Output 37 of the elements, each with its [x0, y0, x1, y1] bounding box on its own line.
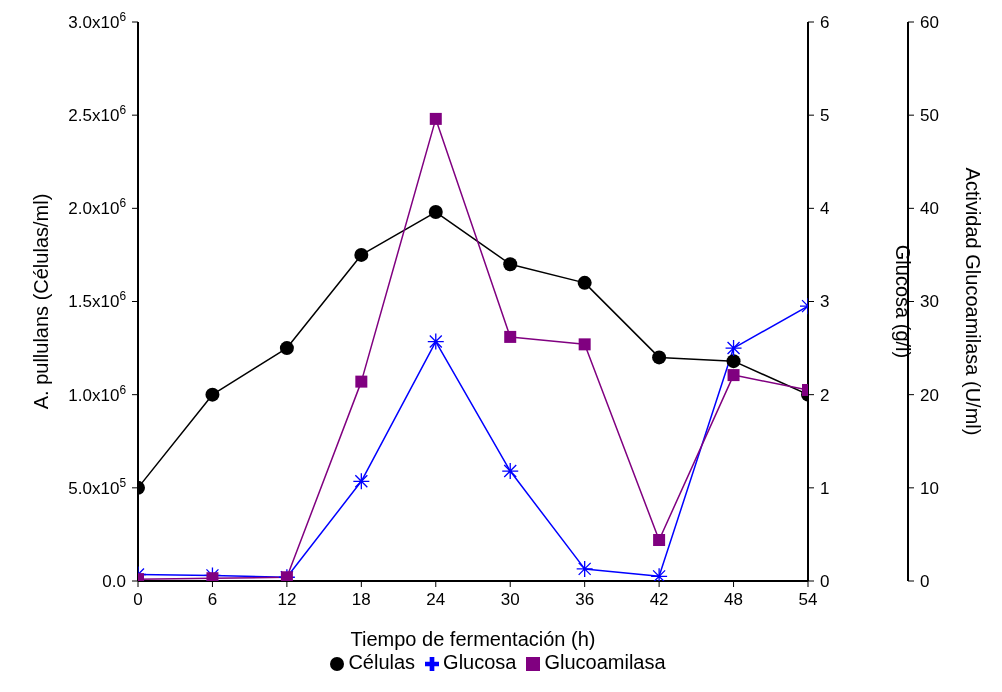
legend-label: Glucosa	[443, 651, 517, 673]
y3-tick-label: 30	[920, 292, 939, 312]
y3-tick-label: 0	[920, 571, 930, 591]
x-tick-label: 0	[133, 589, 143, 609]
y-axis-title: A. pullulans (Células/ml)	[30, 193, 53, 410]
x-tick-label: 6	[207, 589, 218, 609]
y3-tick-label: 40	[920, 199, 939, 219]
y2-tick-label: 2	[820, 385, 830, 405]
legend-label: Células	[348, 651, 416, 673]
y2-tick-label: 1	[820, 478, 830, 498]
y3-axis-title: Actividad Glucoamilasa (U/ml)	[961, 167, 984, 436]
y2-tick-label: 0	[820, 571, 830, 591]
y2-tick-label: 3	[820, 292, 830, 312]
legend-label: Glucoamilasa	[544, 651, 666, 673]
y-tick-label: 1.5x10$^{6}$	[68, 289, 127, 312]
y-tick-label: 3.0x10$^{6}$	[68, 9, 127, 32]
y3-tick-label: 50	[920, 106, 939, 126]
y-tick-label: 2.5x10$^{6}$	[68, 103, 127, 126]
y-tick-label: 1.0x10$^{6}$	[68, 382, 127, 405]
y3-tick-label: 10	[920, 478, 939, 498]
x-tick-label: 24	[426, 589, 446, 609]
y-tick-label: 0.0	[102, 571, 126, 591]
y3-tick-label: 60	[920, 12, 939, 32]
x-tick-label: 18	[351, 589, 371, 609]
y-tick-label: 5.0x10$^{5}$	[68, 475, 127, 498]
x-tick-label: 48	[724, 589, 744, 609]
x-tick-label: 54	[798, 589, 818, 609]
x-tick-label: 42	[649, 589, 669, 609]
y2-tick-label: 4	[820, 199, 830, 219]
x-tick-label: 36	[575, 589, 595, 609]
y3-tick-label: 20	[920, 385, 939, 405]
y-tick-label: 2.0x10$^{6}$	[68, 196, 127, 219]
x-tick-label: 12	[277, 589, 297, 609]
y2-tick-label: 5	[820, 106, 830, 126]
x-axis-title: Tiempo de fermentación (h)	[350, 628, 596, 650]
x-tick-label: 30	[500, 589, 520, 609]
y2-tick-label: 6	[820, 12, 830, 32]
